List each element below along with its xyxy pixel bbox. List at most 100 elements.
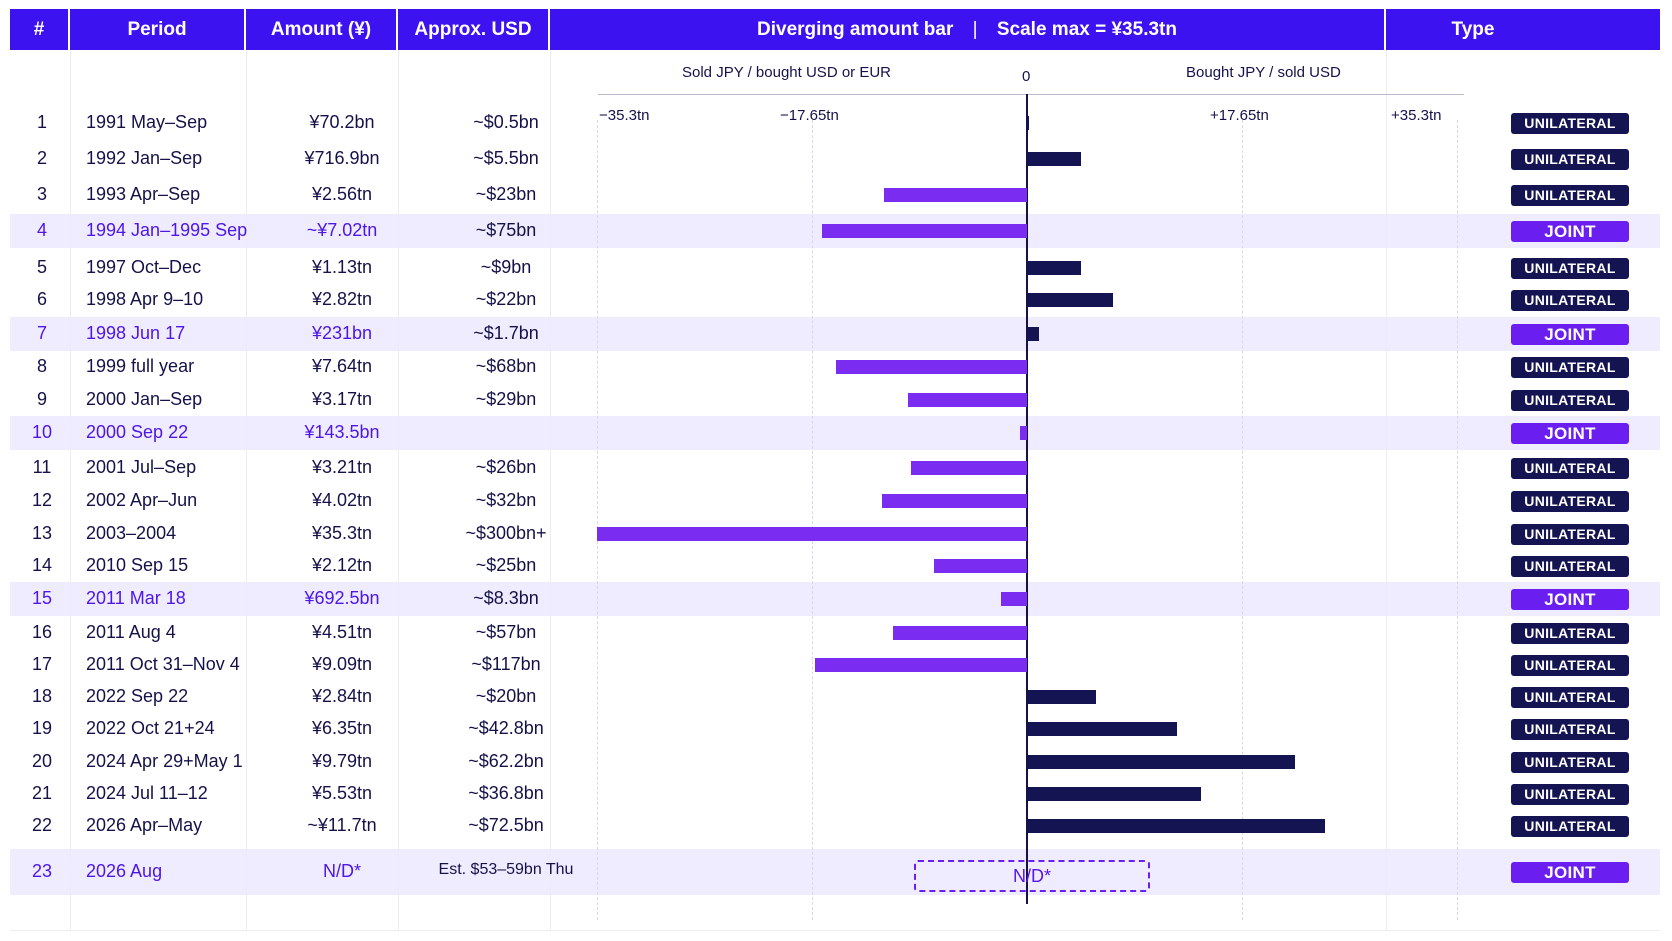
row-period: 2026 Apr–May xyxy=(86,815,203,835)
tick-label: −17.65tn xyxy=(780,107,839,124)
no-data-bar: N/D* xyxy=(914,860,1150,892)
row-amount: ¥2.82tn xyxy=(311,289,373,309)
row-amount: ¥6.35tn xyxy=(311,718,373,738)
unilateral-badge: UNILATERAL xyxy=(1511,719,1629,740)
column-divider xyxy=(70,50,71,930)
unilateral-badge: UNILATERAL xyxy=(1511,290,1629,311)
row-period: 2010 Sep 15 xyxy=(86,555,189,575)
row-number: 15 xyxy=(31,588,53,608)
row-amount: ¥2.56tn xyxy=(311,184,373,204)
joint-badge: JOINT xyxy=(1511,589,1629,610)
row-usd: ~$68bn xyxy=(475,356,537,376)
header-divider xyxy=(548,9,550,50)
tick-label: +17.65tn xyxy=(1210,107,1269,124)
unilateral-badge: UNILATERAL xyxy=(1511,113,1629,134)
row-amount: ~¥11.7tn xyxy=(307,815,377,835)
table-header: # Period Amount (¥) Approx. USD Divergin… xyxy=(10,9,1660,50)
joint-row-highlight xyxy=(10,317,1660,351)
row-usd: ~$0.5bn xyxy=(473,112,539,132)
unilateral-badge: UNILATERAL xyxy=(1511,655,1629,676)
unilateral-badge: UNILATERAL xyxy=(1511,816,1629,837)
bar-row-10 xyxy=(1020,426,1027,440)
row-number: 19 xyxy=(31,718,53,738)
row-usd: ~$22bn xyxy=(475,289,537,309)
bar-row-13 xyxy=(597,527,1027,541)
row-period: 2026 Aug xyxy=(86,861,163,881)
row-period: 1994 Jan–1995 Sep xyxy=(86,220,248,240)
row-number: 2 xyxy=(36,148,47,168)
unilateral-badge: UNILATERAL xyxy=(1511,357,1629,378)
row-amount: ¥3.21tn xyxy=(311,457,373,477)
tick-label: +35.3tn xyxy=(1391,107,1442,124)
row-amount: ¥4.02tn xyxy=(311,490,373,510)
row-period: 2022 Oct 21+24 xyxy=(86,718,215,738)
row-amount: ¥2.84tn xyxy=(311,686,373,706)
bar-row-11 xyxy=(911,461,1027,475)
row-usd: ~$57bn xyxy=(475,622,537,642)
row-period: 1993 Apr–Sep xyxy=(86,184,201,204)
joint-row-highlight xyxy=(10,416,1660,450)
row-usd: ~$8.3bn xyxy=(473,588,539,608)
row-number: 13 xyxy=(31,523,53,543)
row-usd: ~$23bn xyxy=(475,184,537,204)
row-number: 22 xyxy=(31,815,53,835)
row-period: 1997 Oct–Dec xyxy=(86,257,202,277)
header-type: Type xyxy=(1451,19,1495,40)
row-number: 20 xyxy=(31,751,53,771)
row-period: 1998 Jun 17 xyxy=(86,323,186,343)
row-amount: N/D* xyxy=(322,861,361,881)
bar-row-1 xyxy=(1027,116,1029,130)
row-period: 2001 Jul–Sep xyxy=(86,457,197,477)
row-usd: ~$1.7bn xyxy=(473,323,539,343)
row-usd: ~$32bn xyxy=(475,490,537,510)
row-number: 21 xyxy=(31,783,53,803)
row-usd: ~$42.8bn xyxy=(468,718,544,738)
header-num: # xyxy=(33,19,45,40)
table-bottom-border xyxy=(10,930,1660,931)
unilateral-badge: UNILATERAL xyxy=(1511,524,1629,545)
joint-badge: JOINT xyxy=(1511,862,1629,883)
row-period: 2011 Aug 4 xyxy=(86,622,176,642)
column-divider xyxy=(246,50,247,930)
bar-row-8 xyxy=(836,360,1027,374)
header-pipe: | xyxy=(972,19,978,40)
row-amount: ¥5.53tn xyxy=(311,783,373,803)
gridline xyxy=(1242,120,1243,920)
bar-row-12 xyxy=(882,494,1027,508)
header-amount: Amount (¥) xyxy=(270,19,372,40)
row-period: 1991 May–Sep xyxy=(86,112,208,132)
row-amount: ¥3.17tn xyxy=(311,389,373,409)
unilateral-badge: UNILATERAL xyxy=(1511,623,1629,644)
header-divider xyxy=(1384,9,1386,50)
row-number: 4 xyxy=(36,220,47,240)
row-number: 1 xyxy=(36,112,47,132)
row-amount: ¥4.51tn xyxy=(311,622,373,642)
bar-row-16 xyxy=(893,626,1027,640)
row-usd: ~$62.2bn xyxy=(468,751,544,771)
row-number: 17 xyxy=(31,654,53,674)
row-usd: ~$36.8bn xyxy=(468,783,544,803)
row-usd: ~$300bn+ xyxy=(465,523,547,543)
bar-row-4 xyxy=(822,224,1027,238)
row-amount: ¥9.09tn xyxy=(311,654,373,674)
bar-row-17 xyxy=(815,658,1027,672)
row-amount: ¥7.64tn xyxy=(311,356,373,376)
unilateral-badge: UNILATERAL xyxy=(1511,752,1629,773)
header-period: Period xyxy=(127,19,187,40)
joint-row-highlight xyxy=(10,849,1660,895)
bar-row-3 xyxy=(884,188,1027,202)
header-usd: Approx. USD xyxy=(414,19,532,40)
column-divider xyxy=(550,50,551,930)
row-period: 1998 Apr 9–10 xyxy=(86,289,204,309)
row-period: 2003–2004 xyxy=(86,523,177,543)
bar-row-18 xyxy=(1027,690,1096,704)
unilateral-badge: UNILATERAL xyxy=(1511,390,1629,411)
row-number: 23 xyxy=(31,861,53,881)
row-amount: ¥2.12tn xyxy=(311,555,373,575)
row-number: 7 xyxy=(36,323,47,343)
row-period: 2011 Mar 18 xyxy=(86,588,186,608)
row-period: 2022 Sep 22 xyxy=(86,686,189,706)
row-usd: ~$75bn xyxy=(475,220,537,240)
row-usd: Est. $53–59bn Thu xyxy=(438,861,574,878)
bar-row-6 xyxy=(1027,293,1113,307)
